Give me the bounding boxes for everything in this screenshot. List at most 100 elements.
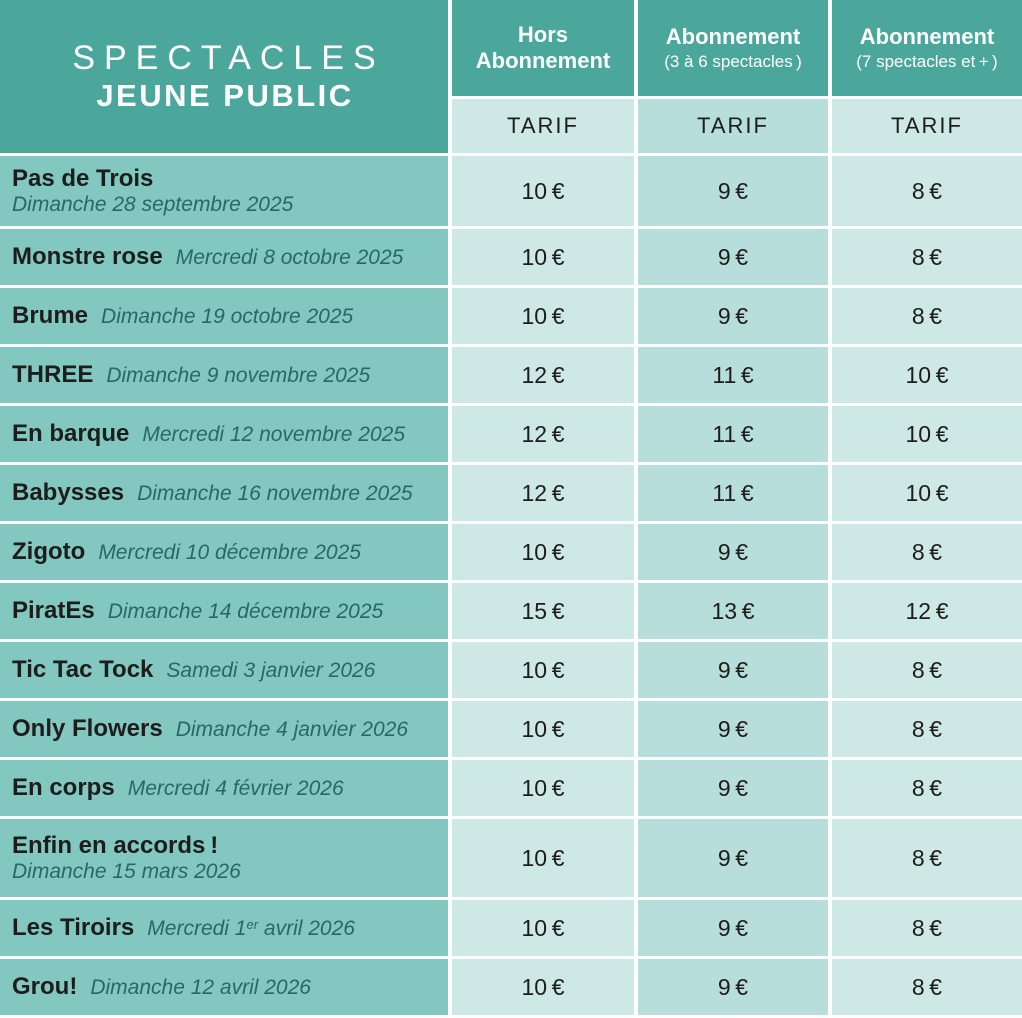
price-cell: 9 € <box>638 760 828 816</box>
show-row-grou: Grou! Dimanche 12 avril 2026 <box>0 959 448 1015</box>
brand-block: SPECTACLES JEUNE PUBLIC <box>0 0 448 153</box>
price-cell: 9 € <box>638 288 828 344</box>
price-cell: 10 € <box>832 347 1022 403</box>
show-label: Les Tiroirs Mercredi 1er avril 2026 <box>12 914 442 942</box>
show-label: PiratEs Dimanche 14 décembre 2025 <box>12 597 442 625</box>
show-row-les-tiroirs: Les Tiroirs Mercredi 1er avril 2026 <box>0 900 448 956</box>
price-cell: 8 € <box>832 701 1022 757</box>
show-row-monstre-rose: Monstre rose Mercredi 8 octobre 2025 <box>0 229 448 285</box>
price-cell: 12 € <box>452 406 634 462</box>
column-header-title: Abonnement <box>665 24 801 50</box>
show-label: Brume Dimanche 19 octobre 2025 <box>12 302 442 330</box>
price-cell: 12 € <box>832 583 1022 639</box>
price-cell: 10 € <box>452 288 634 344</box>
show-date-part: Mercredi 1 <box>147 917 247 941</box>
show-label: Zigoto Mercredi 10 décembre 2025 <box>12 538 442 566</box>
show-row-pas-de-trois: Pas de Trois Dimanche 28 septembre 2025 <box>0 156 448 226</box>
show-date: Dimanche 15 mars 2026 <box>12 860 241 884</box>
show-label: Only Flowers Dimanche 4 janvier 2026 <box>12 715 442 743</box>
column-header-abonnement-3-6: Abonnement (3 à 6 spectacles ) <box>638 0 828 96</box>
price-cell: 8 € <box>832 288 1022 344</box>
column-header-title: Abonnement <box>859 24 995 50</box>
show-row-brume: Brume Dimanche 19 octobre 2025 <box>0 288 448 344</box>
price-cell: 12 € <box>452 347 634 403</box>
price-cell: 10 € <box>452 701 634 757</box>
price-cell: 9 € <box>638 524 828 580</box>
show-name: Zigoto <box>12 538 86 566</box>
column-header-subtitle: (3 à 6 spectacles ) <box>664 51 802 71</box>
show-label: Monstre rose Mercredi 8 octobre 2025 <box>12 243 442 271</box>
show-date: Samedi 3 janvier 2026 <box>166 659 376 683</box>
show-row-zigoto: Zigoto Mercredi 10 décembre 2025 <box>0 524 448 580</box>
price-cell: 9 € <box>638 701 828 757</box>
price-cell: 9 € <box>638 229 828 285</box>
show-row-only-flowers: Only Flowers Dimanche 4 janvier 2026 <box>0 701 448 757</box>
price-cell: 10 € <box>452 156 634 226</box>
price-cell: 8 € <box>832 524 1022 580</box>
show-name: Only Flowers <box>12 715 163 743</box>
show-row-enfin-en-accords: Enfin en accords ! Dimanche 15 mars 2026 <box>0 819 448 897</box>
price-cell: 10 € <box>452 642 634 698</box>
show-date: Mercredi 8 octobre 2025 <box>175 246 404 270</box>
price-cell: 11 € <box>638 406 828 462</box>
show-name: THREE <box>12 361 94 389</box>
price-cell: 10 € <box>452 959 634 1015</box>
price-cell: 13 € <box>638 583 828 639</box>
price-cell: 9 € <box>638 959 828 1015</box>
show-date: Dimanche 4 janvier 2026 <box>175 718 409 742</box>
price-cell: 10 € <box>452 900 634 956</box>
price-cell: 10 € <box>452 760 634 816</box>
show-label: Grou! Dimanche 12 avril 2026 <box>12 973 442 1001</box>
price-cell: 8 € <box>832 229 1022 285</box>
show-row-tic-tac-tock: Tic Tac Tock Samedi 3 janvier 2026 <box>0 642 448 698</box>
brand-title-line1: SPECTACLES <box>72 39 385 78</box>
price-cell: 10 € <box>832 465 1022 521</box>
price-cell: 8 € <box>832 819 1022 897</box>
show-name: En barque <box>12 420 130 448</box>
show-row-pirates: PiratEs Dimanche 14 décembre 2025 <box>0 583 448 639</box>
show-date: Mercredi 1er avril 2026 <box>147 917 355 941</box>
show-date-part: avril 2026 <box>258 917 355 941</box>
price-cell: 8 € <box>832 900 1022 956</box>
price-cell: 9 € <box>638 642 828 698</box>
show-row-en-corps: En corps Mercredi 4 février 2026 <box>0 760 448 816</box>
show-date: Mercredi 12 novembre 2025 <box>142 423 406 447</box>
show-name: Pas de Trois <box>12 164 154 192</box>
show-label: Enfin en accords ! Dimanche 15 mars 2026 <box>12 832 442 885</box>
column-header-subtitle: (7 spectacles et + ) <box>856 51 998 71</box>
price-cell: 10 € <box>452 229 634 285</box>
show-label: Pas de Trois Dimanche 28 septembre 2025 <box>12 165 442 218</box>
show-label: En corps Mercredi 4 février 2026 <box>12 774 442 802</box>
price-cell: 11 € <box>638 347 828 403</box>
tarif-header-col2: TARIF <box>638 99 828 153</box>
column-header-abonnement-7-plus: Abonnement (7 spectacles et + ) <box>832 0 1022 96</box>
price-cell: 10 € <box>832 406 1022 462</box>
price-cell: 10 € <box>452 524 634 580</box>
show-date: Mercredi 4 février 2026 <box>127 777 344 801</box>
show-name: Brume <box>12 302 89 330</box>
show-row-en-barque: En barque Mercredi 12 novembre 2025 <box>0 406 448 462</box>
show-row-babysses: Babysses Dimanche 16 novembre 2025 <box>0 465 448 521</box>
show-name: Grou! <box>12 973 78 1001</box>
show-date: Dimanche 19 octobre 2025 <box>101 305 354 329</box>
price-cell: 9 € <box>638 900 828 956</box>
show-name: Tic Tac Tock <box>12 656 154 684</box>
show-label: Babysses Dimanche 16 novembre 2025 <box>12 479 442 507</box>
price-cell: 9 € <box>638 156 828 226</box>
show-label: Tic Tac Tock Samedi 3 janvier 2026 <box>12 656 442 684</box>
show-row-three: THREE Dimanche 9 novembre 2025 <box>0 347 448 403</box>
price-cell: 11 € <box>638 465 828 521</box>
price-cell: 9 € <box>638 819 828 897</box>
price-cell: 10 € <box>452 819 634 897</box>
show-date: Dimanche 16 novembre 2025 <box>137 482 413 506</box>
price-cell: 8 € <box>832 642 1022 698</box>
show-name: Monstre rose <box>12 243 163 271</box>
brand-title-line2: JEUNE PUBLIC <box>96 78 354 114</box>
show-name: PiratEs <box>12 597 95 625</box>
show-label: En barque Mercredi 12 novembre 2025 <box>12 420 442 448</box>
show-date: Dimanche 9 novembre 2025 <box>106 364 371 388</box>
show-label: THREE Dimanche 9 novembre 2025 <box>12 361 442 389</box>
tarif-header-col3: TARIF <box>832 99 1022 153</box>
price-cell: 15 € <box>452 583 634 639</box>
